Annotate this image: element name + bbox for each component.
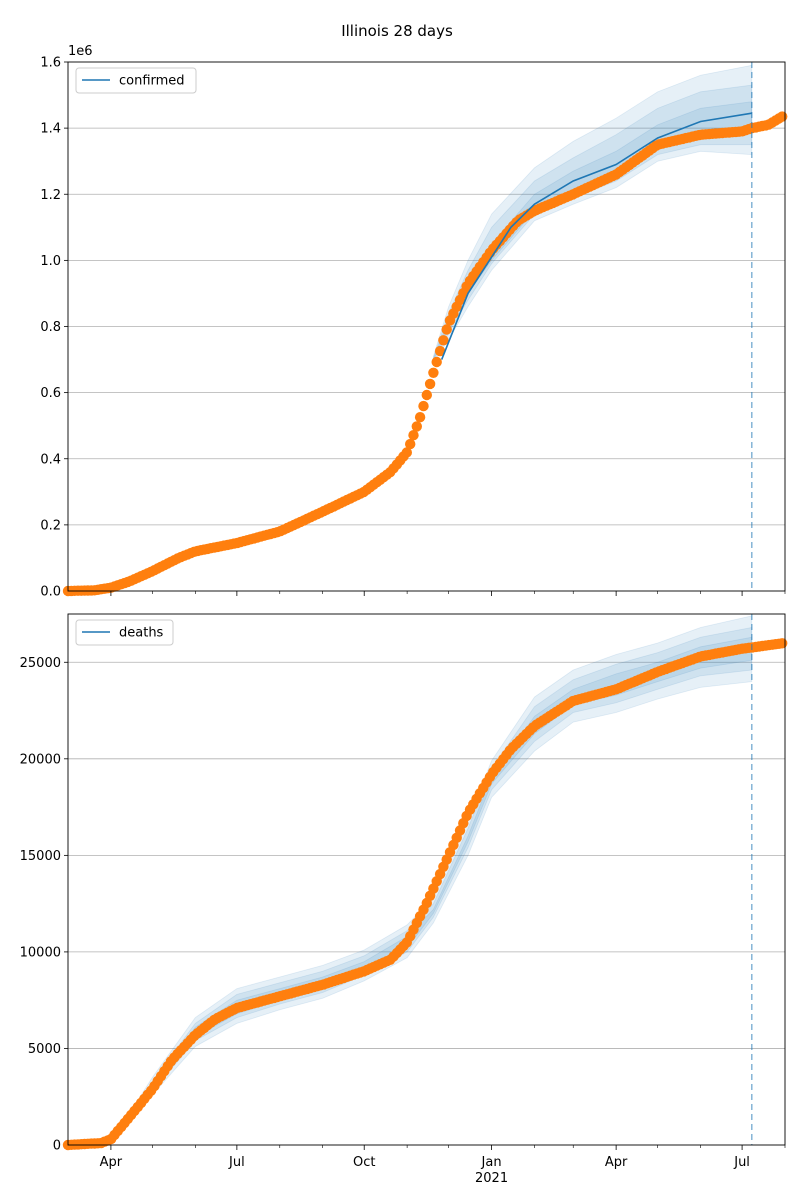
y-tick-label: 1.2 — [40, 188, 61, 203]
x-tick-label: Apr — [605, 1155, 628, 1170]
x-tick-label: Jul — [733, 1155, 750, 1170]
y-tick-label: 5000 — [28, 1042, 61, 1057]
observed-point — [431, 356, 442, 368]
observed-point — [777, 638, 788, 649]
legend-label: deaths — [119, 626, 164, 641]
figure-title: Illinois 28 days — [341, 22, 453, 40]
y-tick-label: 0.4 — [40, 452, 61, 467]
observed-point — [401, 447, 412, 458]
y-tick-label: 15000 — [20, 849, 61, 864]
y-tick-label: 1.4 — [40, 122, 61, 137]
y-tick-label: 1.6 — [40, 56, 61, 71]
axes-frame — [67, 613, 786, 1146]
legend-label: confirmed — [119, 74, 185, 89]
axes-frame — [67, 61, 786, 592]
y-tick-label: 10000 — [20, 945, 61, 960]
y-tick-label: 1.0 — [40, 254, 61, 269]
observed-point — [424, 378, 436, 390]
legend: confirmed — [75, 67, 197, 94]
x-tick-label: Oct — [353, 1155, 375, 1170]
observed-point — [428, 367, 439, 378]
observed-series — [62, 111, 788, 597]
y-tick-label: 0.2 — [40, 518, 61, 533]
observed-point — [434, 345, 446, 357]
observed-point — [411, 421, 422, 432]
y-tick-label: 0 — [53, 1139, 61, 1154]
observed-point — [777, 111, 788, 122]
x-year-label: 2021 — [475, 1171, 508, 1186]
confirmed-panel: 0.0 0.2 0.4 0.6 0.8 1.0 1.2 1.4 1.6 1e6 confirmed — [40, 44, 788, 600]
observed-point — [421, 389, 432, 401]
y-tick-label: 0.6 — [40, 386, 61, 401]
deaths-panel: 0 5000 10000 15000 20000 25000 deaths Apr Jul Oct… — [20, 613, 788, 1186]
y-tick-label: 0.0 — [40, 585, 61, 600]
observed-point — [418, 400, 429, 412]
y-tick-label: 20000 — [20, 752, 61, 767]
observed-point — [408, 430, 419, 441]
x-tick-label: Jan — [481, 1155, 502, 1170]
model-line — [440, 112, 752, 360]
legend-box — [75, 67, 197, 94]
observed-point — [438, 335, 449, 346]
y-offset-label: 1e6 — [68, 44, 93, 59]
observed-point — [405, 438, 416, 450]
observed-point — [414, 412, 426, 423]
x-tick-label: Jul — [228, 1155, 245, 1170]
legend: deaths — [75, 619, 174, 646]
y-tick-label: 0.8 — [40, 320, 61, 335]
observed-series — [62, 638, 788, 1151]
x-tick-label: Apr — [100, 1155, 123, 1170]
y-tick-label: 25000 — [20, 656, 61, 671]
legend-box — [75, 619, 174, 646]
observed-point — [441, 324, 452, 335]
